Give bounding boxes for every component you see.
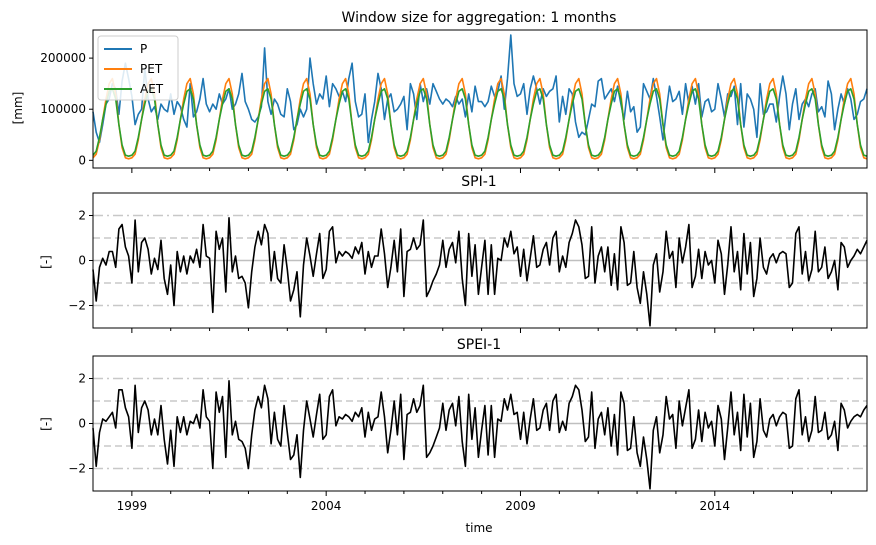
x-tick-label: 2014 bbox=[700, 499, 731, 513]
y-tick-label: 2 bbox=[78, 372, 86, 386]
panel-1-title: Window size for aggregation: 1 months bbox=[342, 10, 617, 26]
y-tick-label: 0 bbox=[78, 417, 86, 431]
x-tick-label: 1999 bbox=[117, 499, 148, 513]
panel-1-ylabel: [mm] bbox=[11, 92, 25, 125]
legend-box bbox=[97, 35, 179, 101]
y-tick-label: 0 bbox=[78, 153, 86, 167]
y-tick-label: −2 bbox=[68, 299, 86, 313]
series-line-index bbox=[92, 379, 868, 490]
y-tick-label: 100000 bbox=[40, 102, 86, 116]
panel-3-ylabel: [-] bbox=[39, 417, 53, 431]
legend-label: AET bbox=[140, 82, 164, 96]
y-tick-label: 0 bbox=[78, 254, 86, 268]
x-tick-label: 2009 bbox=[505, 499, 536, 513]
panel-precipitation-et: Window size for aggregation: 1 months [m… bbox=[11, 10, 868, 173]
y-tick-label: 2 bbox=[78, 209, 86, 223]
legend-label: PET bbox=[140, 62, 163, 76]
panel-2-title: SPI-1 bbox=[461, 174, 496, 190]
series-line-aet bbox=[92, 88, 868, 157]
y-tick-label: 200000 bbox=[40, 51, 86, 65]
x-axis-label: time bbox=[465, 521, 492, 535]
panel-spi: SPI-1 [-] −2 0 2 bbox=[39, 174, 868, 333]
panel-spei: SPEI-1 [-] time −2 0 2 1999 2004 2009 2014 bbox=[39, 337, 868, 535]
panel-3-title: SPEI-1 bbox=[457, 337, 501, 353]
plot-frame bbox=[92, 29, 868, 169]
panel-2-ylabel: [-] bbox=[39, 255, 53, 269]
y-tick-label: −2 bbox=[68, 462, 86, 476]
x-tick-label: 2004 bbox=[311, 499, 342, 513]
legend-label: P bbox=[140, 42, 147, 56]
series-line-index bbox=[92, 217, 868, 327]
